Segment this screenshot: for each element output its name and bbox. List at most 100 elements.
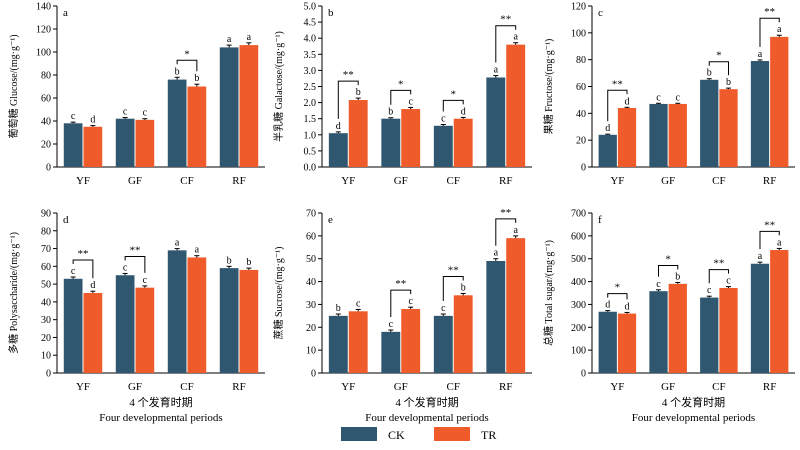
y-tick-label: 60 [41, 94, 51, 105]
y-tick-label: 1.0 [304, 130, 317, 141]
significance-bracket [708, 269, 730, 284]
y-tick-label: 1.5 [304, 114, 317, 125]
x-tick-label: YF [610, 381, 624, 393]
significance-letter: c [676, 92, 681, 103]
x-tick-label: RF [763, 381, 776, 393]
significance-bracket [72, 259, 94, 279]
significance-bracket [442, 99, 464, 112]
y-tick-label: 40 [576, 109, 586, 120]
y-tick-label: 120 [36, 25, 51, 36]
bar-tr-gf [401, 109, 421, 167]
significance-letter: a [175, 238, 180, 249]
bar-tr-rf [770, 36, 789, 167]
significance-letter: c [143, 108, 148, 119]
significance-bracket [124, 255, 146, 273]
significance-stars: ** [713, 258, 724, 270]
x-tick-label: GF [394, 381, 408, 393]
bar-tr-cf [719, 89, 738, 167]
y-tick-label: 60 [41, 262, 51, 273]
x-tick-label: RF [763, 175, 776, 187]
significance-stars: * [716, 50, 722, 62]
y-tick-label: 120 [571, 2, 586, 13]
bar-ck-gf [115, 275, 135, 373]
x-tick-label: GF [661, 381, 675, 393]
bar-ck-cf [433, 125, 453, 167]
y-tick-label: 60 [576, 82, 586, 93]
significance-stars: * [615, 282, 621, 294]
x-axis-label-cn: 4 个发育时期 [129, 395, 192, 409]
bar-tr-gf [401, 309, 421, 373]
y-tick-label: 0.0 [304, 163, 317, 174]
x-axis-label-en: Four developmental periods [632, 412, 755, 424]
bar-tr-cf [719, 287, 738, 373]
chart-panel-a: 0 20 40 60 80 100 120 140 a 葡萄糖 Glucose/(mg·g⁻¹) Y… [7, 2, 265, 187]
x-tick-label: GF [128, 175, 142, 187]
x-axis-label-en: Four developmental periods [365, 412, 488, 424]
significance-bracket [390, 89, 412, 105]
y-tick-label: 10 [41, 351, 51, 362]
bar-ck-yf [63, 123, 83, 167]
y-tick-label: 100 [36, 48, 51, 59]
y-tick-label: 30 [41, 315, 51, 326]
significance-stars: ** [78, 248, 89, 260]
y-tick-label: 50 [306, 254, 316, 265]
significance-letter: c [408, 296, 413, 307]
significance-letter: d [625, 301, 630, 312]
bar-tr-yf [348, 311, 368, 373]
significance-letter: c [707, 285, 712, 296]
significance-bracket [657, 264, 679, 277]
y-tick-label: 70 [41, 244, 51, 255]
significance-letter: b [675, 271, 680, 282]
panel-label: f [598, 214, 602, 226]
significance-letter: b [175, 66, 180, 77]
significance-letter: a [494, 248, 499, 259]
panel-label: c [598, 7, 603, 19]
y-tick-label: 500 [571, 254, 586, 265]
significance-stars: * [665, 253, 671, 265]
y-tick-label: 40 [41, 117, 51, 128]
bar-ck-gf [649, 291, 668, 373]
significance-stars: ** [343, 69, 354, 81]
y-tick-label: 70 [306, 209, 316, 220]
y-tick-label: 140 [36, 2, 51, 13]
significance-bracket [495, 25, 517, 63]
panel-label: a [63, 7, 68, 19]
significance-letter: c [656, 279, 661, 290]
y-axis-label: 蔗糖 Sucrose/(mg·g⁻¹) [272, 247, 285, 340]
bar-ck-cf [167, 250, 187, 373]
significance-stars: * [398, 78, 404, 90]
y-tick-label: 600 [571, 231, 586, 242]
x-tick-label: YF [341, 175, 355, 187]
significance-letter: c [441, 113, 446, 124]
significance-letter: b [388, 107, 393, 118]
y-tick-label: 0 [46, 369, 51, 380]
legend-label-ck: CK [388, 428, 405, 442]
x-axis-label-en: Four developmental periods [99, 412, 222, 424]
significance-stars: ** [764, 6, 775, 18]
y-tick-label: 0 [311, 369, 316, 380]
significance-letter: c [123, 262, 128, 273]
chart-panel-b: 0.0 0.5 1.0 1.5 2.0 2.5 3.0 3.5 4.0 4.5 5.0 b 半乳糖 Ga… [272, 2, 532, 187]
significance-letter: d [336, 121, 341, 132]
x-tick-label: CF [180, 381, 193, 393]
y-tick-label: 0.5 [304, 146, 317, 157]
significance-letter: b [336, 303, 341, 314]
significance-letter: a [758, 49, 763, 60]
significance-stars: ** [612, 78, 623, 90]
significance-letter: a [227, 34, 232, 45]
panel-label: b [328, 7, 334, 19]
y-tick-label: 200 [571, 323, 586, 334]
y-tick-label: 40 [41, 297, 51, 308]
x-tick-label: RF [232, 381, 245, 393]
significance-letter: b [461, 282, 466, 293]
bar-ck-rf [750, 61, 770, 168]
y-tick-label: 400 [571, 277, 586, 288]
y-tick-label: 100 [571, 28, 586, 39]
y-tick-label: 0 [581, 369, 586, 380]
x-tick-label: GF [394, 175, 408, 187]
significance-letter: a [777, 237, 782, 248]
y-axis-label: 总糖 Total sugar/(mg·g⁻¹) [542, 240, 555, 346]
significance-letter: c [123, 107, 128, 118]
